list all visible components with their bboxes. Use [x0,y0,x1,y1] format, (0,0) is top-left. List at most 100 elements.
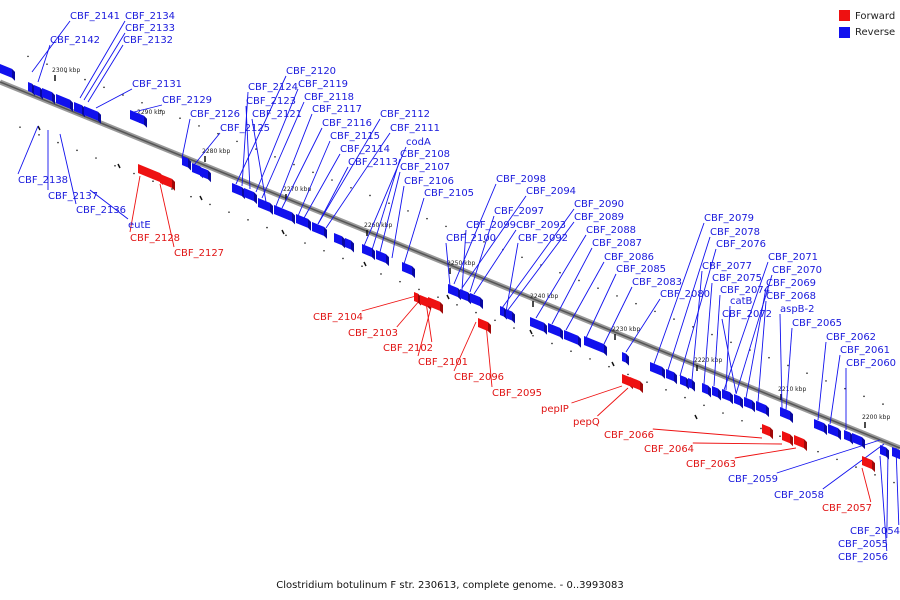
gene-block-side [718,388,721,401]
gene-label: CBF_2076 [716,239,766,250]
gene-block-side [292,212,295,225]
reverse-gene-block [192,163,200,176]
gene-label: CBF_2106 [404,176,454,187]
reverse-gene-block [680,375,686,387]
gene-block-side [662,366,665,379]
leader-line [83,32,126,101]
leader-line [361,295,417,312]
scale-tick-minor [694,414,698,420]
forward-gene-block [138,164,160,182]
tick-dot [893,481,895,484]
leader-line [453,321,477,372]
reverse-gene-block [460,289,468,302]
leader-line [417,303,433,357]
tick-dot [551,342,553,345]
tick-dot [855,466,857,468]
leader-line [785,327,793,411]
gene-label: CBF_2117 [312,104,362,115]
leader-line [461,229,467,291]
leader-line [129,175,141,233]
reverse-gene-block [376,250,386,264]
tick-dot [247,219,249,221]
tick-dot [635,302,637,305]
tick-dot [190,195,192,198]
gene-label: CBF_2093 [516,220,566,231]
gene-label: CBF_2113 [348,157,398,168]
leader-line [17,125,39,175]
gene-block-side [838,428,841,441]
gene-label: CBF_2098 [496,174,546,185]
leader-line [757,300,767,403]
leader-line [461,195,527,289]
leader-line [691,270,703,381]
forward-gene-block [630,377,640,391]
leader-line [445,242,451,287]
leader-line [303,153,341,219]
gene-label: CBF_2072 [722,309,772,320]
gene-label: CBF_2097 [494,206,544,217]
leader-line [861,467,872,503]
gene-label: CBF_2077 [702,261,752,272]
leader-line [725,305,731,391]
leader-line [159,183,175,248]
gene-label: CBF_2059 [728,474,778,485]
leader-line [571,385,623,404]
tick-dot [293,163,295,166]
scale-tick-minor [611,361,615,367]
gene-block-side [351,240,354,253]
tick-dot [361,265,363,268]
tick-dot [578,279,580,282]
leader-line [281,127,323,209]
leader-line [625,298,661,353]
map-caption: Clostridium botulinum F str. 230613, com… [276,580,623,591]
gene-label: CBF_2100 [446,233,496,244]
scale-tick-label: 2300 kbp [52,67,80,74]
scale-tick-label: 2210 kbp [778,386,806,393]
leader-line [565,261,605,331]
scale-tick-label: 2220 kbp [694,357,722,364]
reverse-gene-block [130,110,144,125]
tick-dot [84,78,86,81]
leader-line [37,44,51,83]
reverse-gene-block [548,323,560,337]
leader-line [31,20,71,73]
forward-gene-block [414,292,418,303]
gene-label: CBF_2115 [330,131,380,142]
gene-block-side [862,437,865,450]
leader-line [453,183,497,285]
gene-label: CBF_2141 [70,11,120,22]
leader-line [817,341,827,421]
tick-dot [350,186,352,189]
reverse-gene-block [584,336,604,354]
reverse-gene-block [334,233,342,246]
gene-label: CBF_2065 [792,318,842,329]
tick-dot [114,164,116,167]
leader-line [193,132,221,166]
forward-gene-block [420,295,428,308]
reverse-gene-block [312,222,324,236]
leader-line [507,221,575,311]
tick-dot [228,211,230,213]
legend: Forward Reverse [839,10,895,38]
leader-line [317,118,381,225]
tick-dot [684,396,686,399]
reverse-gene-block [688,378,692,389]
leader-line [245,105,251,190]
gene-block-side [544,322,547,335]
gene-block-side [626,353,629,366]
leader-line [603,286,633,345]
tick-dot [266,226,268,229]
leader-line [133,104,163,113]
minor-tick-dots [19,55,895,484]
leader-line [255,88,299,193]
gene-label: CBF_2116 [322,118,372,129]
gene-block-side [52,92,55,105]
leader-line [275,113,313,207]
leader-line [473,229,517,295]
gene-block-side [208,170,211,183]
gene-block-side [578,335,581,348]
tick-dot [76,149,78,152]
leader-line [721,318,737,394]
tick-dot [122,94,124,96]
gene-block-side [708,385,711,398]
